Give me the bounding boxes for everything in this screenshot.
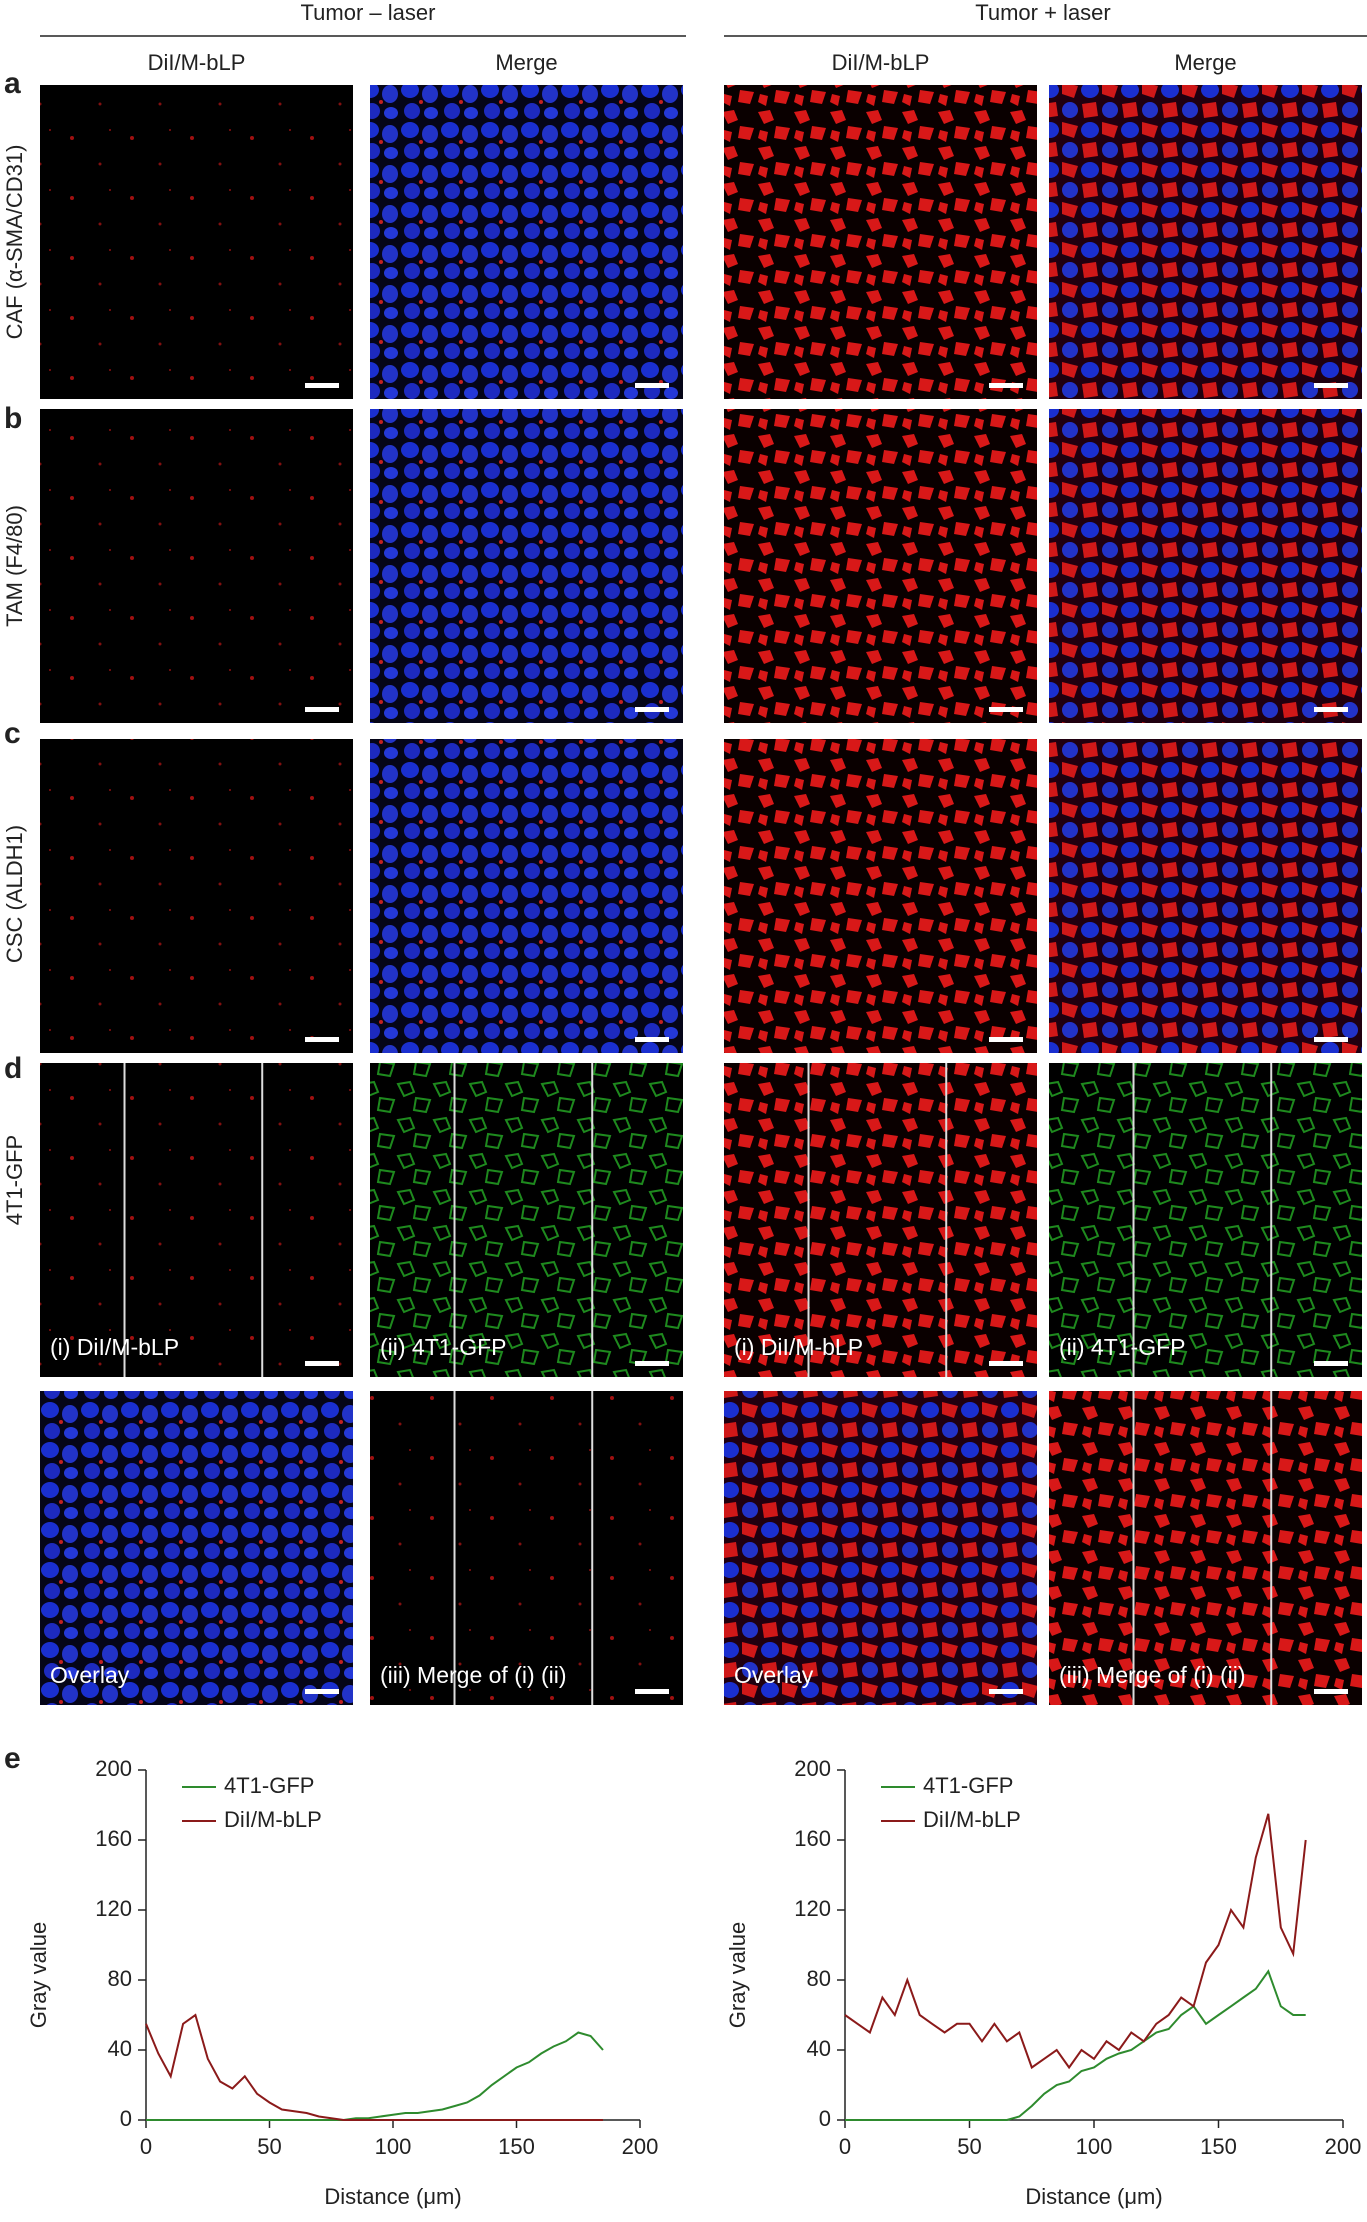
scale-bar: [989, 1037, 1023, 1042]
micrograph: [40, 85, 353, 399]
micrograph: [724, 85, 1037, 399]
micrograph: [724, 739, 1037, 1053]
panel-letter: d: [4, 1052, 22, 1085]
panel-label: (iii) Merge of (i) (ii): [380, 1662, 567, 1688]
y-tick-label: 120: [95, 1896, 132, 1921]
micrograph: [1049, 1063, 1362, 1377]
scale-bar: [635, 1361, 669, 1366]
x-tick-label: 100: [1076, 2134, 1113, 2159]
row-label: 4T1-GFP: [2, 1135, 27, 1225]
column-label: Merge: [495, 50, 557, 75]
y-tick-label: 0: [120, 2106, 132, 2131]
x-tick-label: 50: [257, 2134, 281, 2159]
scale-bar: [1314, 383, 1348, 388]
panel-label: (ii) 4T1-GFP: [380, 1334, 507, 1360]
micrograph: [1049, 409, 1362, 723]
panel-letter: a: [4, 67, 21, 100]
micrograph: [40, 1063, 353, 1377]
panel-letter: c: [4, 717, 21, 750]
micrograph: [1049, 739, 1362, 1053]
legend-label: 4T1-GFP: [224, 1773, 314, 1798]
panel-label: Overlay: [50, 1662, 130, 1688]
x-axis-label: Distance (μm): [1025, 2184, 1162, 2209]
scale-bar: [1314, 1037, 1348, 1042]
y-tick-label: 0: [819, 2106, 831, 2131]
scale-bar: [305, 707, 339, 712]
scale-bar: [989, 1689, 1023, 1694]
group-title: Tumor + laser: [975, 0, 1111, 25]
data-line: [145, 2013, 603, 2121]
legend-label: 4T1-GFP: [923, 1773, 1013, 1798]
micrograph: [724, 1063, 1037, 1377]
micrograph: [370, 739, 683, 1053]
panel-label: (ii) 4T1-GFP: [1059, 1334, 1186, 1360]
y-tick-label: 80: [807, 1966, 831, 1991]
x-tick-label: 200: [622, 2134, 659, 2159]
panel-label: Overlay: [734, 1662, 814, 1688]
data-line: [844, 1813, 1307, 2070]
micrograph: [724, 409, 1037, 723]
x-tick-label: 0: [140, 2134, 152, 2159]
x-tick-label: 150: [498, 2134, 535, 2159]
y-tick-label: 200: [794, 1756, 831, 1781]
y-axis-label: Gray value: [725, 1922, 750, 2028]
panel-label: (i) DiI/M-bLP: [50, 1334, 179, 1360]
group-title: Tumor – laser: [301, 0, 436, 25]
scale-bar: [1314, 707, 1348, 712]
legend-label: DiI/M-bLP: [923, 1807, 1021, 1832]
y-tick-label: 80: [108, 1966, 132, 1991]
data-line: [845, 1969, 1306, 2121]
scale-bar: [635, 383, 669, 388]
panel-letter: e: [4, 1742, 21, 1775]
micrograph: [370, 1391, 683, 1705]
micrograph: [40, 1391, 353, 1705]
micrograph: [370, 85, 683, 399]
micrograph: [724, 1391, 1037, 1705]
micrograph: [370, 1063, 683, 1377]
y-tick-label: 40: [807, 2036, 831, 2061]
y-axis-label: Gray value: [26, 1922, 51, 2028]
column-label: DiI/M-bLP: [832, 50, 930, 75]
row-label: CAF (α-SMA/CD31): [2, 145, 27, 340]
scale-bar: [635, 707, 669, 712]
scale-bar: [635, 1037, 669, 1042]
scale-bar: [305, 1037, 339, 1042]
column-label: DiI/M-bLP: [148, 50, 246, 75]
y-tick-label: 160: [794, 1826, 831, 1851]
micrograph: [1049, 1391, 1362, 1705]
scale-bar: [989, 1361, 1023, 1366]
micrograph: [40, 409, 353, 723]
micrograph: [370, 409, 683, 723]
scale-bar: [1314, 1689, 1348, 1694]
micrograph: [40, 739, 353, 1053]
data-line: [146, 2031, 604, 2121]
scale-bar: [305, 383, 339, 388]
legend-label: DiI/M-bLP: [224, 1807, 322, 1832]
scale-bar: [989, 383, 1023, 388]
panel-letter: b: [4, 402, 22, 435]
scale-bar: [1314, 1361, 1348, 1366]
micrograph: [1049, 85, 1362, 399]
scale-bar: [305, 1689, 339, 1694]
row-label: CSC (ALDH1): [2, 825, 27, 963]
scale-bar: [635, 1689, 669, 1694]
y-tick-label: 40: [108, 2036, 132, 2061]
x-tick-label: 200: [1325, 2134, 1362, 2159]
x-tick-label: 100: [375, 2134, 412, 2159]
panel-label: (i) DiI/M-bLP: [734, 1334, 863, 1360]
scale-bar: [989, 707, 1023, 712]
y-tick-label: 160: [95, 1826, 132, 1851]
x-tick-label: 0: [839, 2134, 851, 2159]
x-tick-label: 150: [1200, 2134, 1237, 2159]
x-axis-label: Distance (μm): [324, 2184, 461, 2209]
panel-label: (iii) Merge of (i) (ii): [1059, 1662, 1246, 1688]
x-tick-label: 50: [957, 2134, 981, 2159]
column-label: Merge: [1174, 50, 1236, 75]
y-tick-label: 200: [95, 1756, 132, 1781]
y-tick-label: 120: [794, 1896, 831, 1921]
row-label: TAM (F4/80): [2, 505, 27, 627]
scale-bar: [305, 1361, 339, 1366]
